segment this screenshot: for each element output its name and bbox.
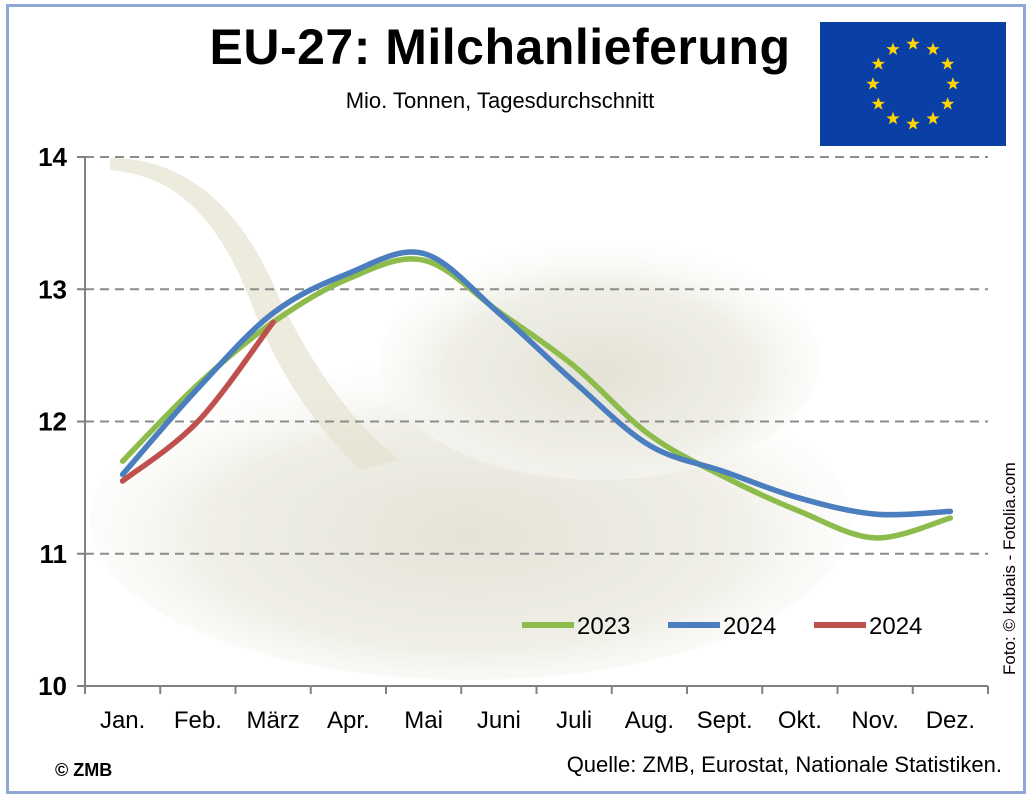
series-line-2023-0 — [119, 256, 954, 541]
svg-text:Foto: © kubais - Fotolia.com: Foto: © kubais - Fotolia.com — [1000, 462, 1019, 675]
photo-credit: Foto: © kubais - Fotolia.com — [1000, 462, 1019, 675]
x-tick-label: Nov. — [851, 707, 899, 734]
eu-star-icon — [940, 57, 955, 70]
series-line-2024-2 — [119, 319, 276, 484]
chart-subtitle: Mio. Tonnen, Tagesdurchschnitt — [345, 88, 655, 113]
copyright-label: © ZMB — [55, 760, 113, 780]
source-label: Quelle: ZMB, Eurostat, Nationale Statist… — [566, 752, 1002, 777]
x-tick-label: Jan. — [100, 707, 145, 734]
y-tick-label: 10 — [38, 671, 67, 701]
milk-splash-background — [90, 158, 850, 680]
eu-star-icon — [926, 42, 940, 56]
chart-series — [119, 249, 954, 541]
x-tick-label: Feb. — [174, 707, 222, 734]
eu-star-icon — [871, 57, 886, 70]
legend-label: 2024 — [723, 613, 776, 640]
eu-star-icon — [946, 77, 960, 90]
x-tick-label: Mai — [404, 707, 443, 734]
chart-title: EU-27: Milchanlieferung — [209, 19, 791, 75]
eu-star-icon — [871, 97, 886, 110]
x-tick-label: Juni — [477, 707, 521, 734]
y-tick-label: 11 — [40, 539, 68, 569]
chart-legend: 2023 2024 2024 — [522, 613, 922, 640]
legend-label: 2023 — [577, 613, 630, 640]
y-axis-ticks: 10 11 12 13 14 — [38, 142, 67, 701]
eu-star-icon — [940, 97, 955, 110]
x-tick-label: Juli — [556, 707, 592, 734]
eu-star-icon — [906, 117, 920, 130]
eu-star-icon — [926, 111, 940, 125]
x-tick-label: Aug. — [625, 707, 674, 734]
eu-flag-icon — [820, 22, 1006, 146]
eu-star-icon — [906, 37, 920, 50]
y-tick-label: 12 — [38, 407, 67, 437]
y-tick-label: 14 — [38, 142, 67, 172]
x-tick-label: März — [246, 707, 299, 734]
x-axis-ticks: Jan. Feb. März Apr. Mai Juni Juli Aug. Sept. Okt.… — [100, 707, 975, 734]
legend-label: 2024 — [869, 613, 922, 640]
eu-star-icon — [886, 42, 900, 56]
x-tick-label: Okt. — [778, 707, 822, 734]
chart-grid — [85, 156, 988, 555]
chart-axes — [77, 156, 989, 694]
x-tick-label: Dez. — [926, 707, 975, 734]
eu-star-icon — [866, 77, 880, 90]
eu-star-icon — [886, 111, 900, 125]
x-tick-label: Apr. — [327, 707, 370, 734]
series-line-2024-1 — [119, 249, 954, 518]
x-tick-label: Sept. — [697, 707, 753, 734]
y-tick-label: 13 — [38, 274, 67, 304]
